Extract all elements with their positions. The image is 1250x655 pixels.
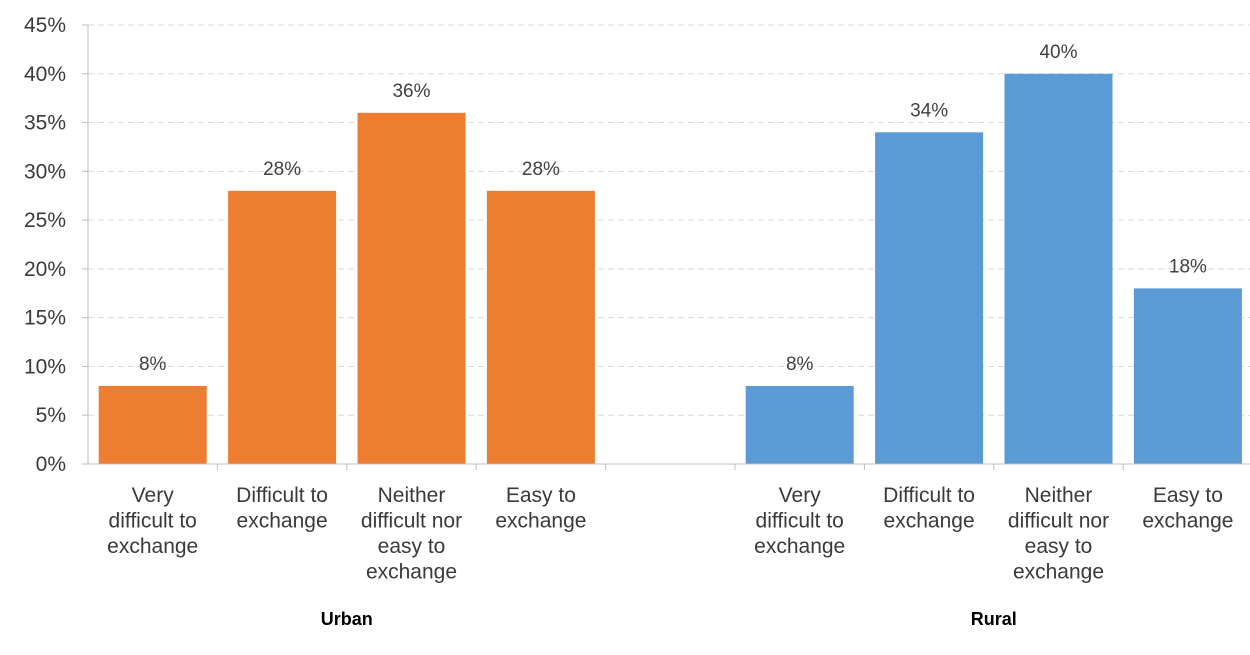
y-tick-label: 20% — [24, 258, 66, 281]
category-label: Very difficult to exchange — [754, 484, 845, 558]
category-label: Neither difficult nor easy to exchange — [1008, 484, 1109, 584]
bar-urban-1 — [98, 385, 207, 464]
bar-urban-2 — [228, 190, 337, 464]
category-label: Difficult to exchange — [236, 484, 328, 533]
bar-urban-4 — [486, 190, 595, 464]
y-tick-label: 0% — [36, 453, 66, 476]
y-tick-label: 15% — [24, 307, 66, 330]
data-labels: 8% 28% 36% 28% 8% 34% 40% 18% — [139, 42, 1207, 375]
data-label: 34% — [910, 100, 948, 121]
data-label: 18% — [1169, 256, 1207, 277]
y-tick-label: 35% — [24, 112, 66, 135]
bar-rural-3 — [1004, 73, 1113, 465]
data-label: 8% — [786, 354, 814, 375]
data-label: 28% — [522, 159, 560, 180]
bar-rural-1 — [745, 385, 854, 464]
data-label: 36% — [392, 81, 430, 102]
y-tick-label: 25% — [24, 209, 66, 232]
data-label: 40% — [1039, 42, 1077, 63]
group-label-rural: Rural — [971, 609, 1017, 629]
data-label: 28% — [263, 159, 301, 180]
category-label: Difficult to exchange — [883, 484, 975, 533]
y-tick-label: 30% — [24, 160, 66, 183]
y-tick-label: 5% — [36, 404, 66, 427]
category-label: Neither difficult nor easy to exchange — [361, 484, 462, 584]
y-tick-label: 40% — [24, 63, 66, 86]
category-label: Easy to exchange — [495, 484, 586, 533]
bar-rural-2 — [875, 132, 984, 465]
y-tick-label: 10% — [24, 355, 66, 378]
category-labels: Very difficult to exchange Difficult to exch… — [107, 484, 1233, 584]
y-tick-label: 45% — [24, 14, 66, 37]
bar-rural-4 — [1133, 288, 1242, 464]
category-label: Easy to exchange — [1142, 484, 1233, 533]
bar-urban-3 — [357, 112, 466, 465]
y-axis-ticks: 0% 5% 10% 15% 20% 25% 30% 35% 40% 45% — [24, 14, 1124, 476]
group-labels: Urban Rural — [321, 609, 1017, 629]
bars — [98, 73, 1242, 465]
category-label: Very difficult to exchange — [107, 484, 198, 558]
group-label-urban: Urban — [321, 609, 373, 629]
data-label: 8% — [139, 354, 167, 375]
